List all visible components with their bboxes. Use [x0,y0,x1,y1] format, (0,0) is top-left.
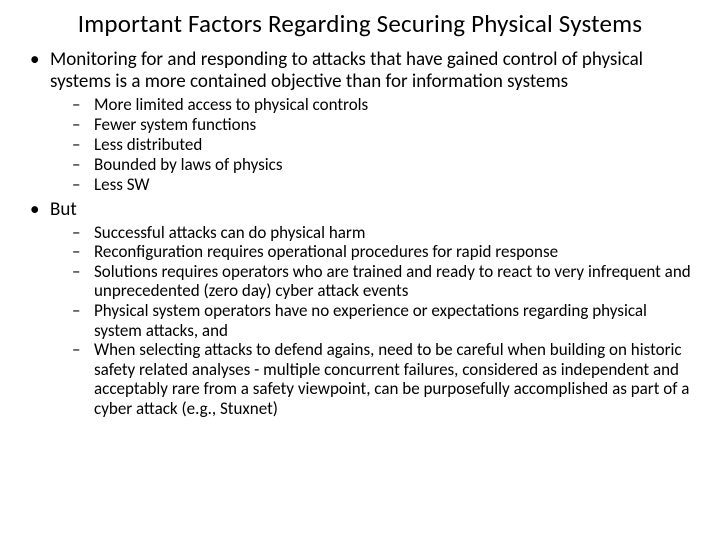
bullet-text: Fewer system functions [94,115,692,135]
bullet-marker-l2: – [72,223,94,243]
bullet-l2: – Less SW [72,175,692,195]
bullet-marker-l2: – [72,155,94,175]
bullet-marker-l2: – [72,340,94,418]
sublist: – More limited access to physical contro… [28,95,692,195]
bullet-marker-l2: – [72,115,94,135]
bullet-marker-l2: – [72,262,94,301]
bullet-l2: – Bounded by laws of physics [72,155,692,175]
bullet-list: • Monitoring for and responding to attac… [28,49,692,418]
bullet-text: Less distributed [94,135,692,155]
bullet-l1: • But [28,199,692,221]
slide-title: Important Factors Regarding Securing Phy… [28,8,692,39]
bullet-l2: – Fewer system functions [72,115,692,135]
bullet-marker-l1: • [28,199,50,221]
bullet-l2: – Less distributed [72,135,692,155]
bullet-l2: – When selecting attacks to defend again… [72,340,692,418]
sublist: – Successful attacks can do physical har… [28,223,692,418]
bullet-text: Reconfiguration requires operational pro… [94,242,692,262]
bullet-text: Less SW [94,175,692,195]
bullet-text: Monitoring for and responding to attacks… [50,49,692,93]
bullet-l2: – Reconfiguration requires operational p… [72,242,692,262]
bullet-marker-l2: – [72,175,94,195]
bullet-l2: – Physical system operators have no expe… [72,301,692,340]
bullet-marker-l2: – [72,242,94,262]
bullet-marker-l2: – [72,95,94,115]
bullet-text: Solutions requires operators who are tra… [94,262,692,301]
bullet-text: More limited access to physical controls [94,95,692,115]
bullet-marker-l1: • [28,49,50,93]
bullet-l1: • Monitoring for and responding to attac… [28,49,692,93]
bullet-text: Bounded by laws of physics [94,155,692,175]
bullet-marker-l2: – [72,301,94,340]
slide: Important Factors Regarding Securing Phy… [0,0,720,540]
bullet-text: When selecting attacks to defend agains,… [94,340,692,418]
bullet-text: Successful attacks can do physical harm [94,223,692,243]
bullet-l2: – Solutions requires operators who are t… [72,262,692,301]
bullet-l2: – More limited access to physical contro… [72,95,692,115]
bullet-marker-l2: – [72,135,94,155]
bullet-text: But [50,199,692,221]
bullet-l2: – Successful attacks can do physical har… [72,223,692,243]
bullet-text: Physical system operators have no experi… [94,301,692,340]
